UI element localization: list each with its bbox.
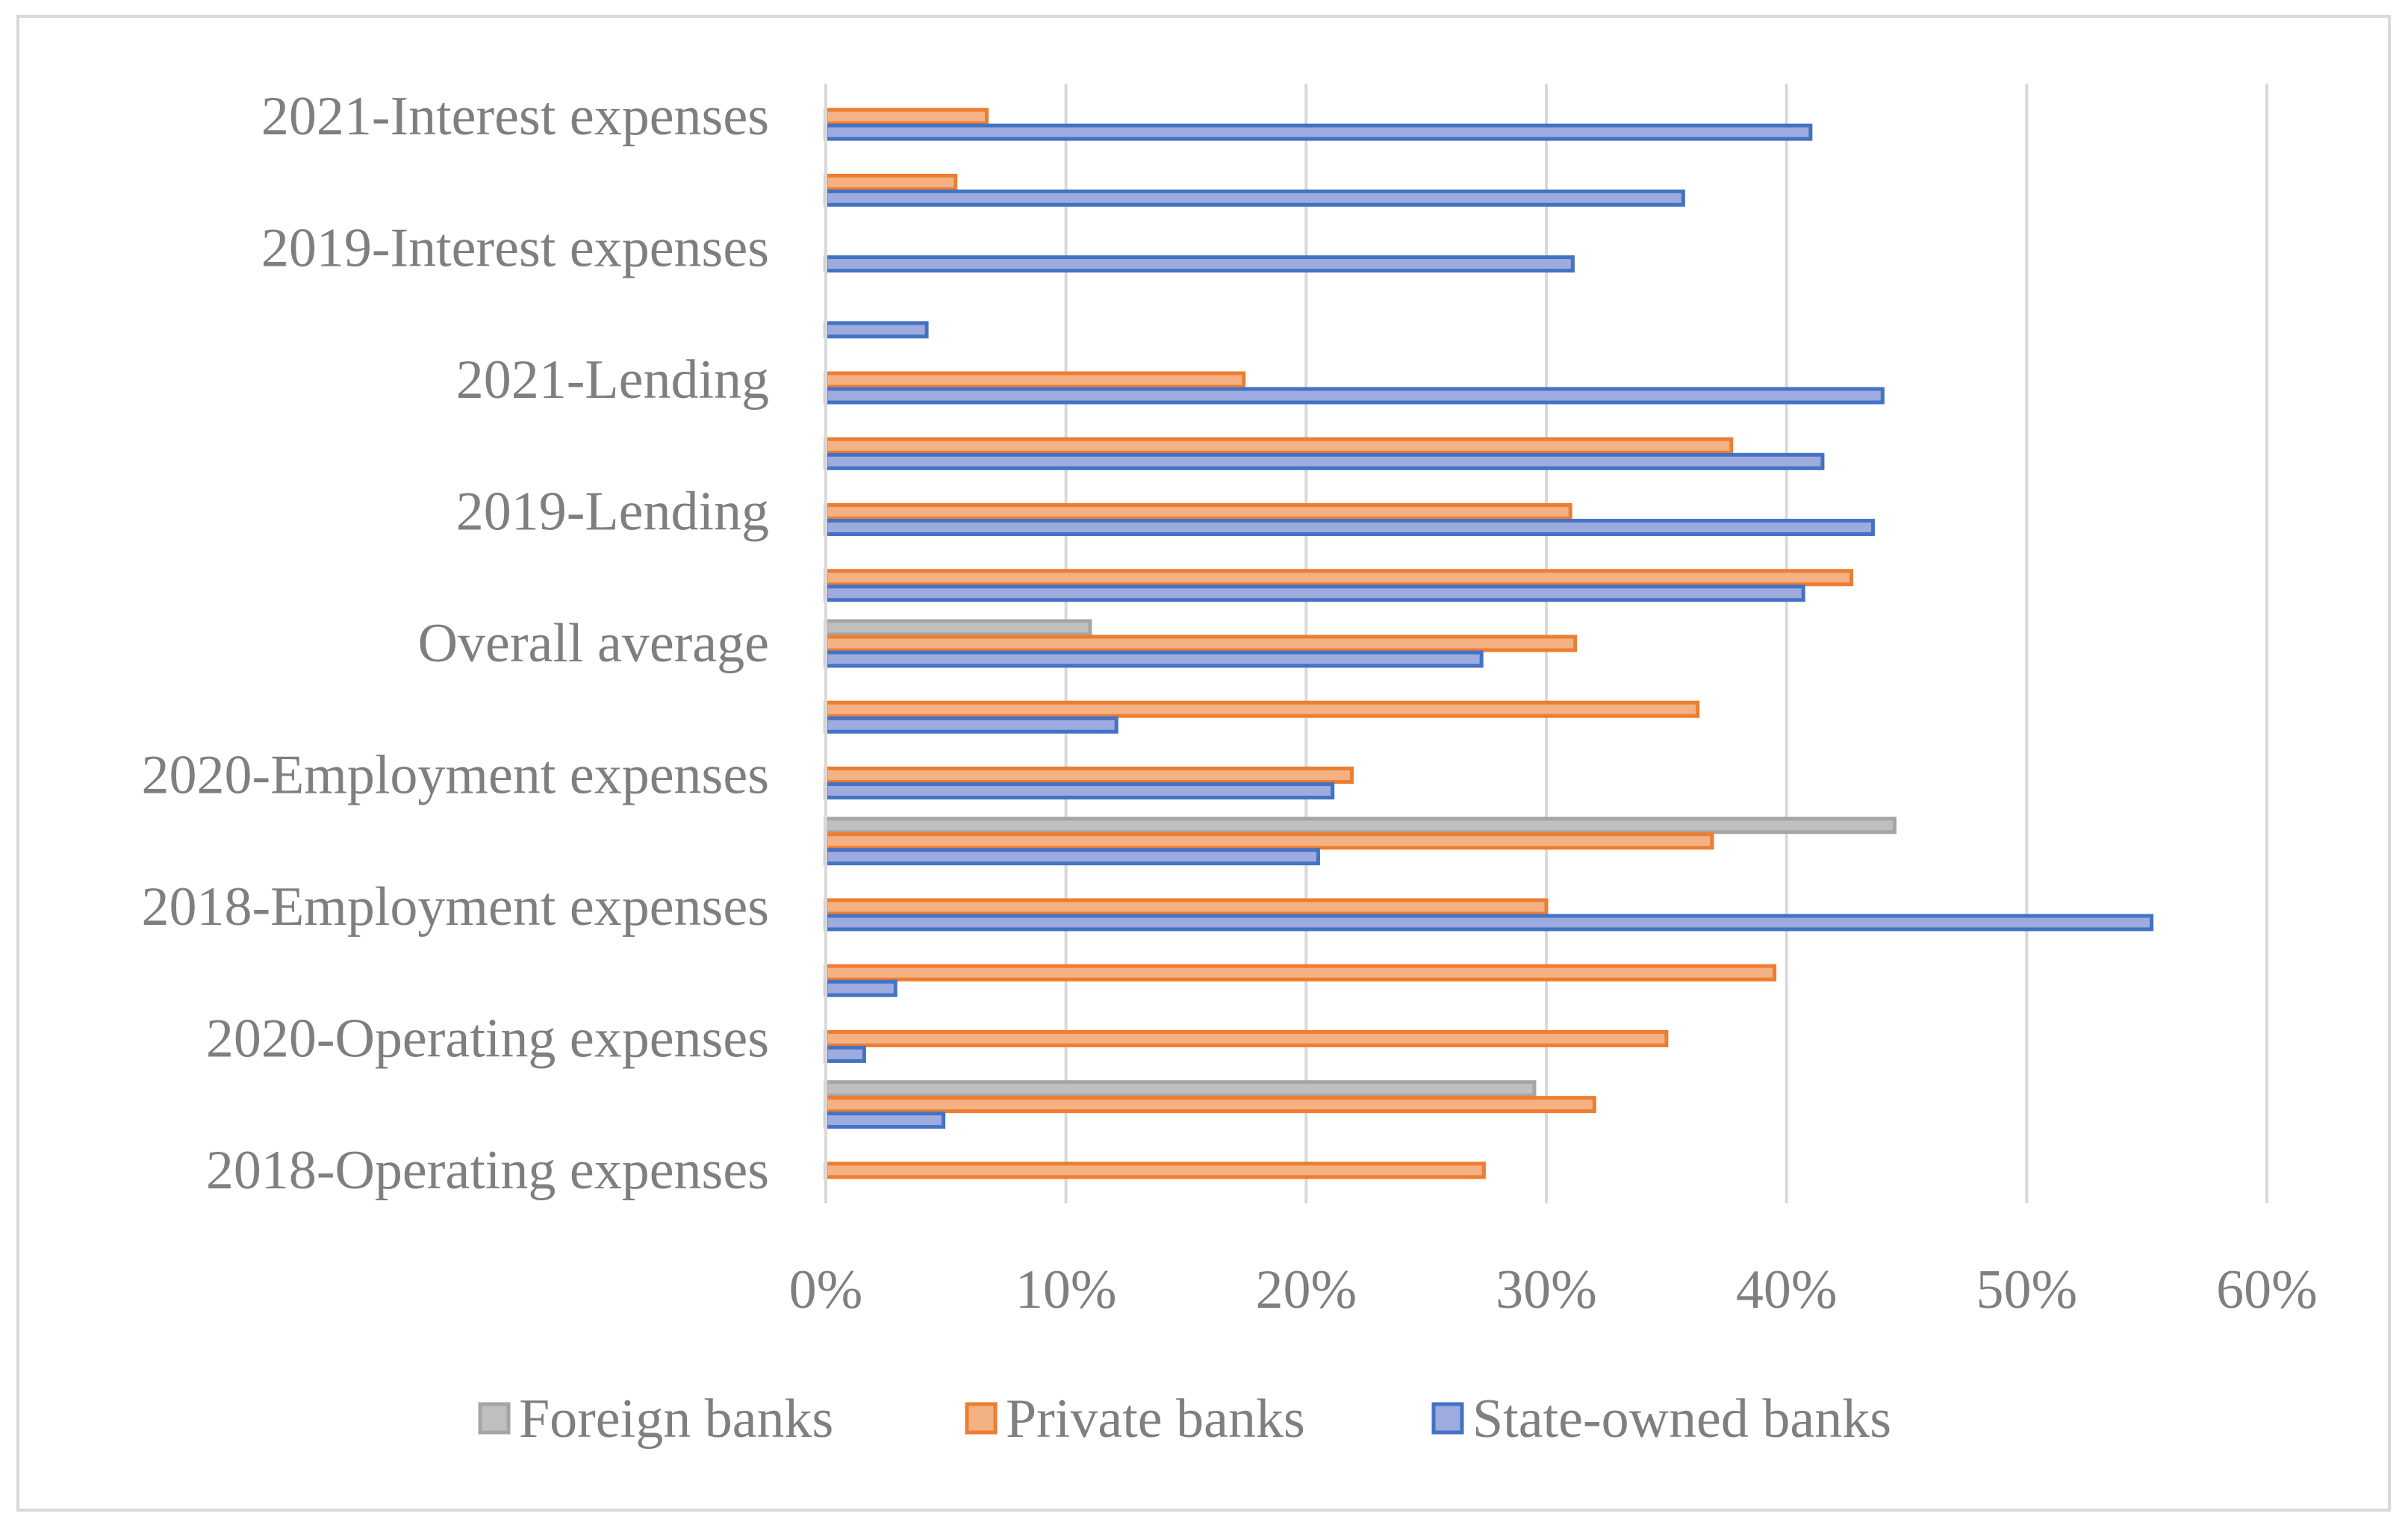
bar-foreign-banks-2019-operating-expenses — [824, 1080, 1537, 1098]
tick-label-10: 10% — [1015, 1259, 1117, 1320]
bars — [824, 107, 2154, 1179]
bar-private-banks-2018-employment-expenses — [824, 898, 1549, 916]
bar-private-banks-2021-lending — [824, 371, 1246, 389]
bar-state-owned-banks-2020-employment-expenses — [824, 782, 1335, 799]
category-labels: 2018-Operating expenses 2020-Operating ex… — [141, 86, 769, 1201]
bar-private-banks-2018-lending — [824, 569, 1854, 587]
bar-private-banks-2018-operating-expenses — [824, 1161, 1486, 1179]
bar-state-owned-banks-overall-average — [824, 650, 1484, 668]
bar-foreign-banks-2019-employment-expenses — [824, 817, 1897, 835]
bar-private-banks-2019-employment-expenses — [824, 832, 1714, 850]
tick-labels: 0% 10% 20% 30% 40% 50% 60% — [789, 1259, 2318, 1320]
tick-label-20: 20% — [1256, 1259, 1357, 1320]
category-label-2020-operating-expenses: 2020-Operating expenses — [206, 1008, 769, 1069]
bar-state-owned-banks-2019-interest-expenses — [824, 255, 1575, 273]
category-label-2021-lending: 2021-Lending — [456, 349, 769, 411]
category-label-2020-employment-expenses: 2020-Employment expenses — [141, 744, 769, 805]
bar-private-banks-overall-average — [824, 634, 1578, 652]
bar-state-owned-banks-2018-employment-expenses — [824, 914, 2154, 932]
bar-state-owned-banks-2019-employment-expenses — [824, 848, 1320, 866]
tick-label-0: 0% — [789, 1259, 863, 1320]
bar-state-owned-banks-2021-operating-expenses — [824, 979, 897, 997]
bar-state-owned-banks-2020-operating-expenses — [824, 1045, 866, 1063]
bar-state-owned-banks-2021-lending — [824, 387, 1885, 405]
legend-swatch-private-banks — [965, 1402, 998, 1435]
bar-private-banks-2020-interest-expenses — [824, 173, 958, 191]
category-label-2018-employment-expenses: 2018-Employment expenses — [141, 876, 769, 938]
bar-state-owned-banks-2021-employment-expenses — [824, 716, 1119, 734]
bar-state-owned-banks-2018-lending — [824, 584, 1805, 602]
legend-swatch-state-owned-banks — [1431, 1402, 1464, 1435]
bar-foreign-banks-overall-average — [824, 619, 1092, 637]
bar-state-owned-banks-2021-interest-expenses — [824, 123, 1813, 141]
chart-frame — [16, 15, 2391, 1512]
bar-private-banks-2020-employment-expenses — [824, 766, 1354, 784]
bar-state-owned-banks-2020-lending — [824, 452, 1825, 470]
legend-label-state-owned-banks: State-owned banks — [1472, 1388, 1891, 1450]
bar-private-banks-2021-operating-expenses — [824, 964, 1777, 982]
bar-private-banks-2019-lending — [824, 503, 1572, 521]
bar-private-banks-2019-operating-expenses — [824, 1096, 1596, 1114]
category-label-2018-operating-expenses: 2018-Operating expenses — [206, 1140, 769, 1201]
bar-state-owned-banks-2018-interest-expenses — [824, 321, 929, 339]
tick-label-50: 50% — [1976, 1259, 2078, 1320]
tick-label-30: 30% — [1496, 1259, 1597, 1320]
bar-state-owned-banks-2020-interest-expenses — [824, 189, 1685, 207]
category-label-overall-average: Overall average — [418, 613, 769, 674]
bar-private-banks-2020-operating-expenses — [824, 1029, 1669, 1047]
category-label-2021-interest-expenses: 2021-Interest expenses — [261, 86, 769, 147]
bar-private-banks-2021-interest-expenses — [824, 107, 989, 125]
bar-state-owned-banks-2019-lending — [824, 519, 1875, 537]
bar-private-banks-2021-employment-expenses — [824, 700, 1700, 718]
category-label-2019-interest-expenses: 2019-Interest expenses — [261, 218, 769, 279]
category-label-2019-lending: 2019-Lending — [456, 481, 769, 543]
bar-private-banks-2020-lending — [824, 437, 1734, 455]
legend-swatch-foreign-banks — [478, 1402, 511, 1435]
legend-label-private-banks: Private banks — [1006, 1388, 1305, 1450]
bar-state-owned-banks-2019-operating-expenses — [824, 1111, 946, 1129]
tick-label-40: 40% — [1736, 1259, 1838, 1320]
legend-label-foreign-banks: Foreign banks — [519, 1388, 833, 1450]
tick-label-60: 60% — [2216, 1259, 2318, 1320]
legend: Foreign banks Private banks State-owned ba… — [478, 1388, 1891, 1450]
